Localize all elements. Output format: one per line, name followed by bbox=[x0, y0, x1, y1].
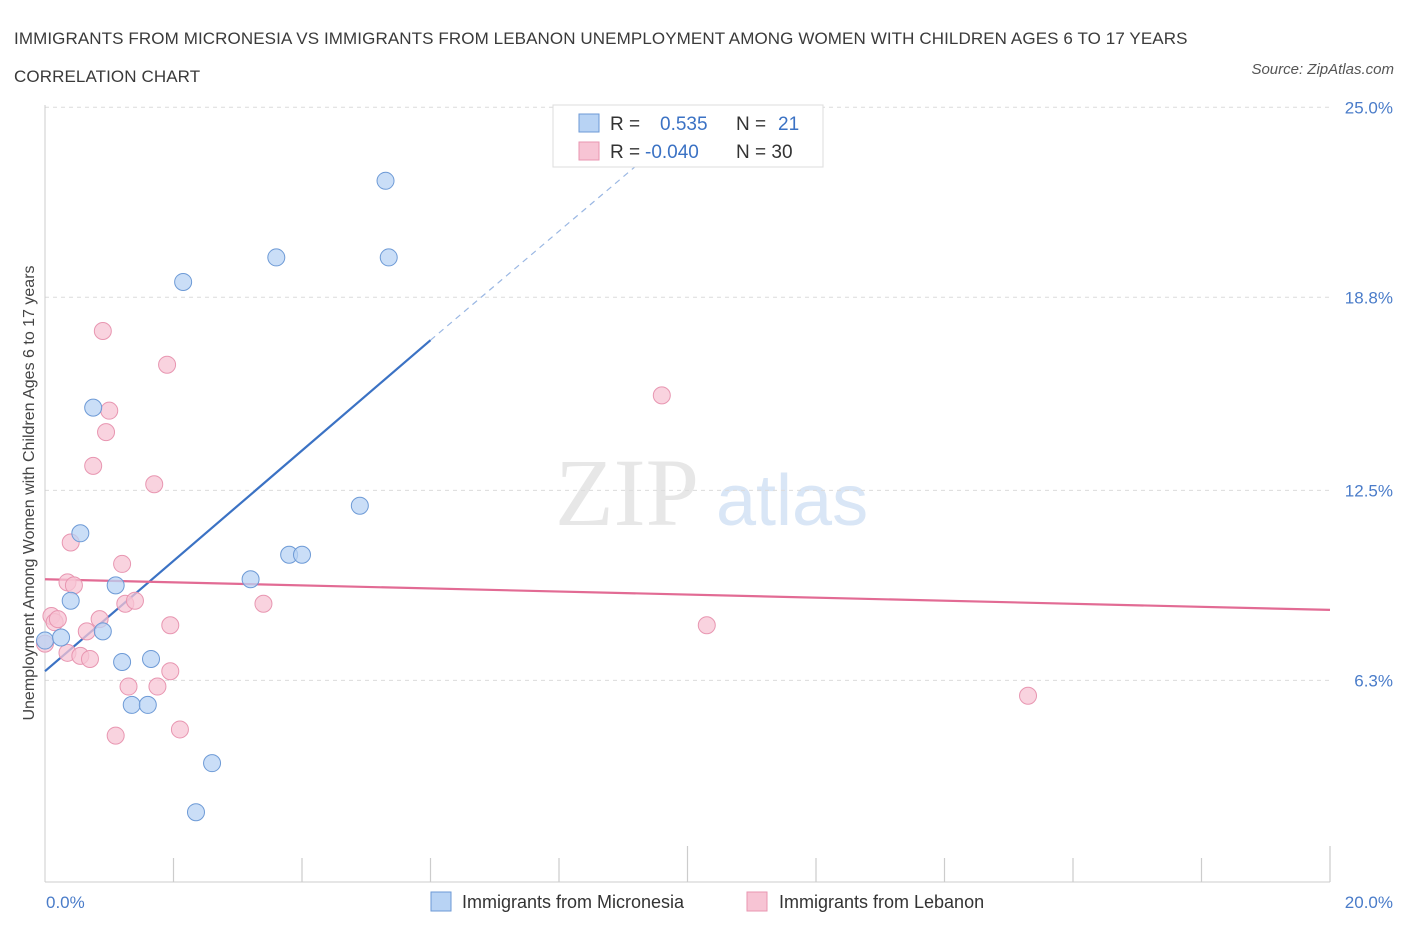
y-tick-label: 6.3% bbox=[1354, 671, 1393, 690]
bottom-legend-lebanon: Immigrants from Lebanon bbox=[779, 892, 984, 912]
legend-n-value: 21 bbox=[778, 114, 799, 135]
micronesia-point bbox=[203, 754, 222, 773]
lebanon-point bbox=[1019, 686, 1038, 705]
micronesia-point bbox=[186, 803, 205, 822]
legend-r-label: R = bbox=[610, 142, 640, 163]
lebanon-point bbox=[148, 677, 167, 696]
lebanon-point bbox=[106, 726, 125, 745]
axes bbox=[44, 105, 1331, 883]
legend-n-label: N = bbox=[736, 114, 766, 135]
y-tick-labels: 6.3% 12.5% 18.8% 25.0% bbox=[1345, 98, 1393, 690]
lebanon-point bbox=[158, 355, 177, 374]
lebanon-point bbox=[64, 576, 83, 595]
lebanon-trend-line bbox=[44, 578, 1331, 612]
bottom-legend-micronesia: Immigrants from Micronesia bbox=[462, 892, 685, 912]
micronesia-trend-line bbox=[44, 339, 432, 673]
legend-n-label: N = 30 bbox=[736, 142, 793, 163]
micronesia-point bbox=[36, 631, 54, 650]
lebanon-point bbox=[652, 386, 671, 405]
legend-r-label: R = bbox=[610, 114, 640, 135]
lebanon-point bbox=[48, 610, 67, 629]
lebanon-point bbox=[84, 456, 103, 475]
lebanon-point bbox=[113, 554, 132, 573]
micronesia-point bbox=[61, 591, 80, 610]
x-tick-labels: 0.0% 20.0% bbox=[46, 893, 1393, 912]
micronesia-point bbox=[138, 695, 157, 714]
legend-r-value: 0.535 bbox=[660, 114, 708, 135]
bottom-legend-swatch-micronesia bbox=[430, 891, 452, 912]
micronesia-point bbox=[142, 649, 161, 668]
bottom-legend: Immigrants from Micronesia Immigrants fr… bbox=[430, 891, 984, 912]
micronesia-point bbox=[84, 398, 103, 417]
micronesia-point bbox=[293, 545, 311, 564]
lebanon-point bbox=[697, 616, 716, 635]
y-axis-label: Unemployment Among Women with Children A… bbox=[21, 265, 38, 720]
micronesia-point bbox=[122, 695, 141, 714]
x-tick-label: 0.0% bbox=[46, 893, 85, 912]
bottom-legend-swatch-lebanon bbox=[746, 891, 768, 912]
lebanon-point bbox=[77, 622, 96, 641]
source-label: Source: ZipAtlas.com bbox=[1251, 61, 1394, 78]
chart-title: IMMIGRANTS FROM MICRONESIA VS IMMIGRANTS… bbox=[14, 29, 1188, 86]
lebanon-point bbox=[93, 321, 112, 340]
trend-lines bbox=[44, 143, 1331, 673]
micronesia-point bbox=[241, 570, 260, 589]
lebanon-point bbox=[170, 720, 189, 739]
micronesia-point bbox=[174, 272, 193, 291]
micronesia-point bbox=[379, 248, 398, 267]
lebanon-point bbox=[125, 591, 144, 610]
y-tick-label: 18.8% bbox=[1345, 288, 1393, 307]
lebanon-point bbox=[100, 401, 119, 420]
micronesia-point bbox=[106, 576, 125, 595]
lebanon-point bbox=[119, 677, 138, 696]
data-points bbox=[36, 171, 1038, 822]
lebanon-point bbox=[254, 594, 273, 613]
micronesia-point bbox=[350, 496, 369, 515]
legend-swatch-lebanon bbox=[578, 141, 600, 161]
micronesia-point bbox=[376, 171, 395, 190]
micronesia-point bbox=[267, 248, 286, 267]
lebanon-point bbox=[80, 649, 99, 668]
legend-swatch-micronesia bbox=[578, 113, 600, 133]
x-tick-label: 20.0% bbox=[1345, 893, 1393, 912]
legend-r-value: -0.040 bbox=[645, 142, 699, 163]
lebanon-point bbox=[145, 475, 164, 494]
lebanon-point bbox=[97, 423, 116, 442]
micronesia-point bbox=[113, 653, 132, 672]
micronesia-point bbox=[93, 622, 112, 641]
micronesia-trend-extension bbox=[430, 143, 663, 341]
lebanon-point bbox=[161, 662, 180, 681]
watermark-zip: ZIP bbox=[555, 439, 699, 546]
y-tick-label: 12.5% bbox=[1345, 481, 1393, 500]
micronesia-point bbox=[71, 524, 90, 543]
lebanon-point bbox=[161, 616, 180, 635]
legend-box: R = 0.535 N = 21 R = -0.040 N = 30 bbox=[552, 104, 824, 168]
watermark-atlas: atlas bbox=[716, 461, 868, 541]
micronesia-point bbox=[52, 628, 71, 647]
y-tick-label: 25.0% bbox=[1345, 98, 1393, 117]
